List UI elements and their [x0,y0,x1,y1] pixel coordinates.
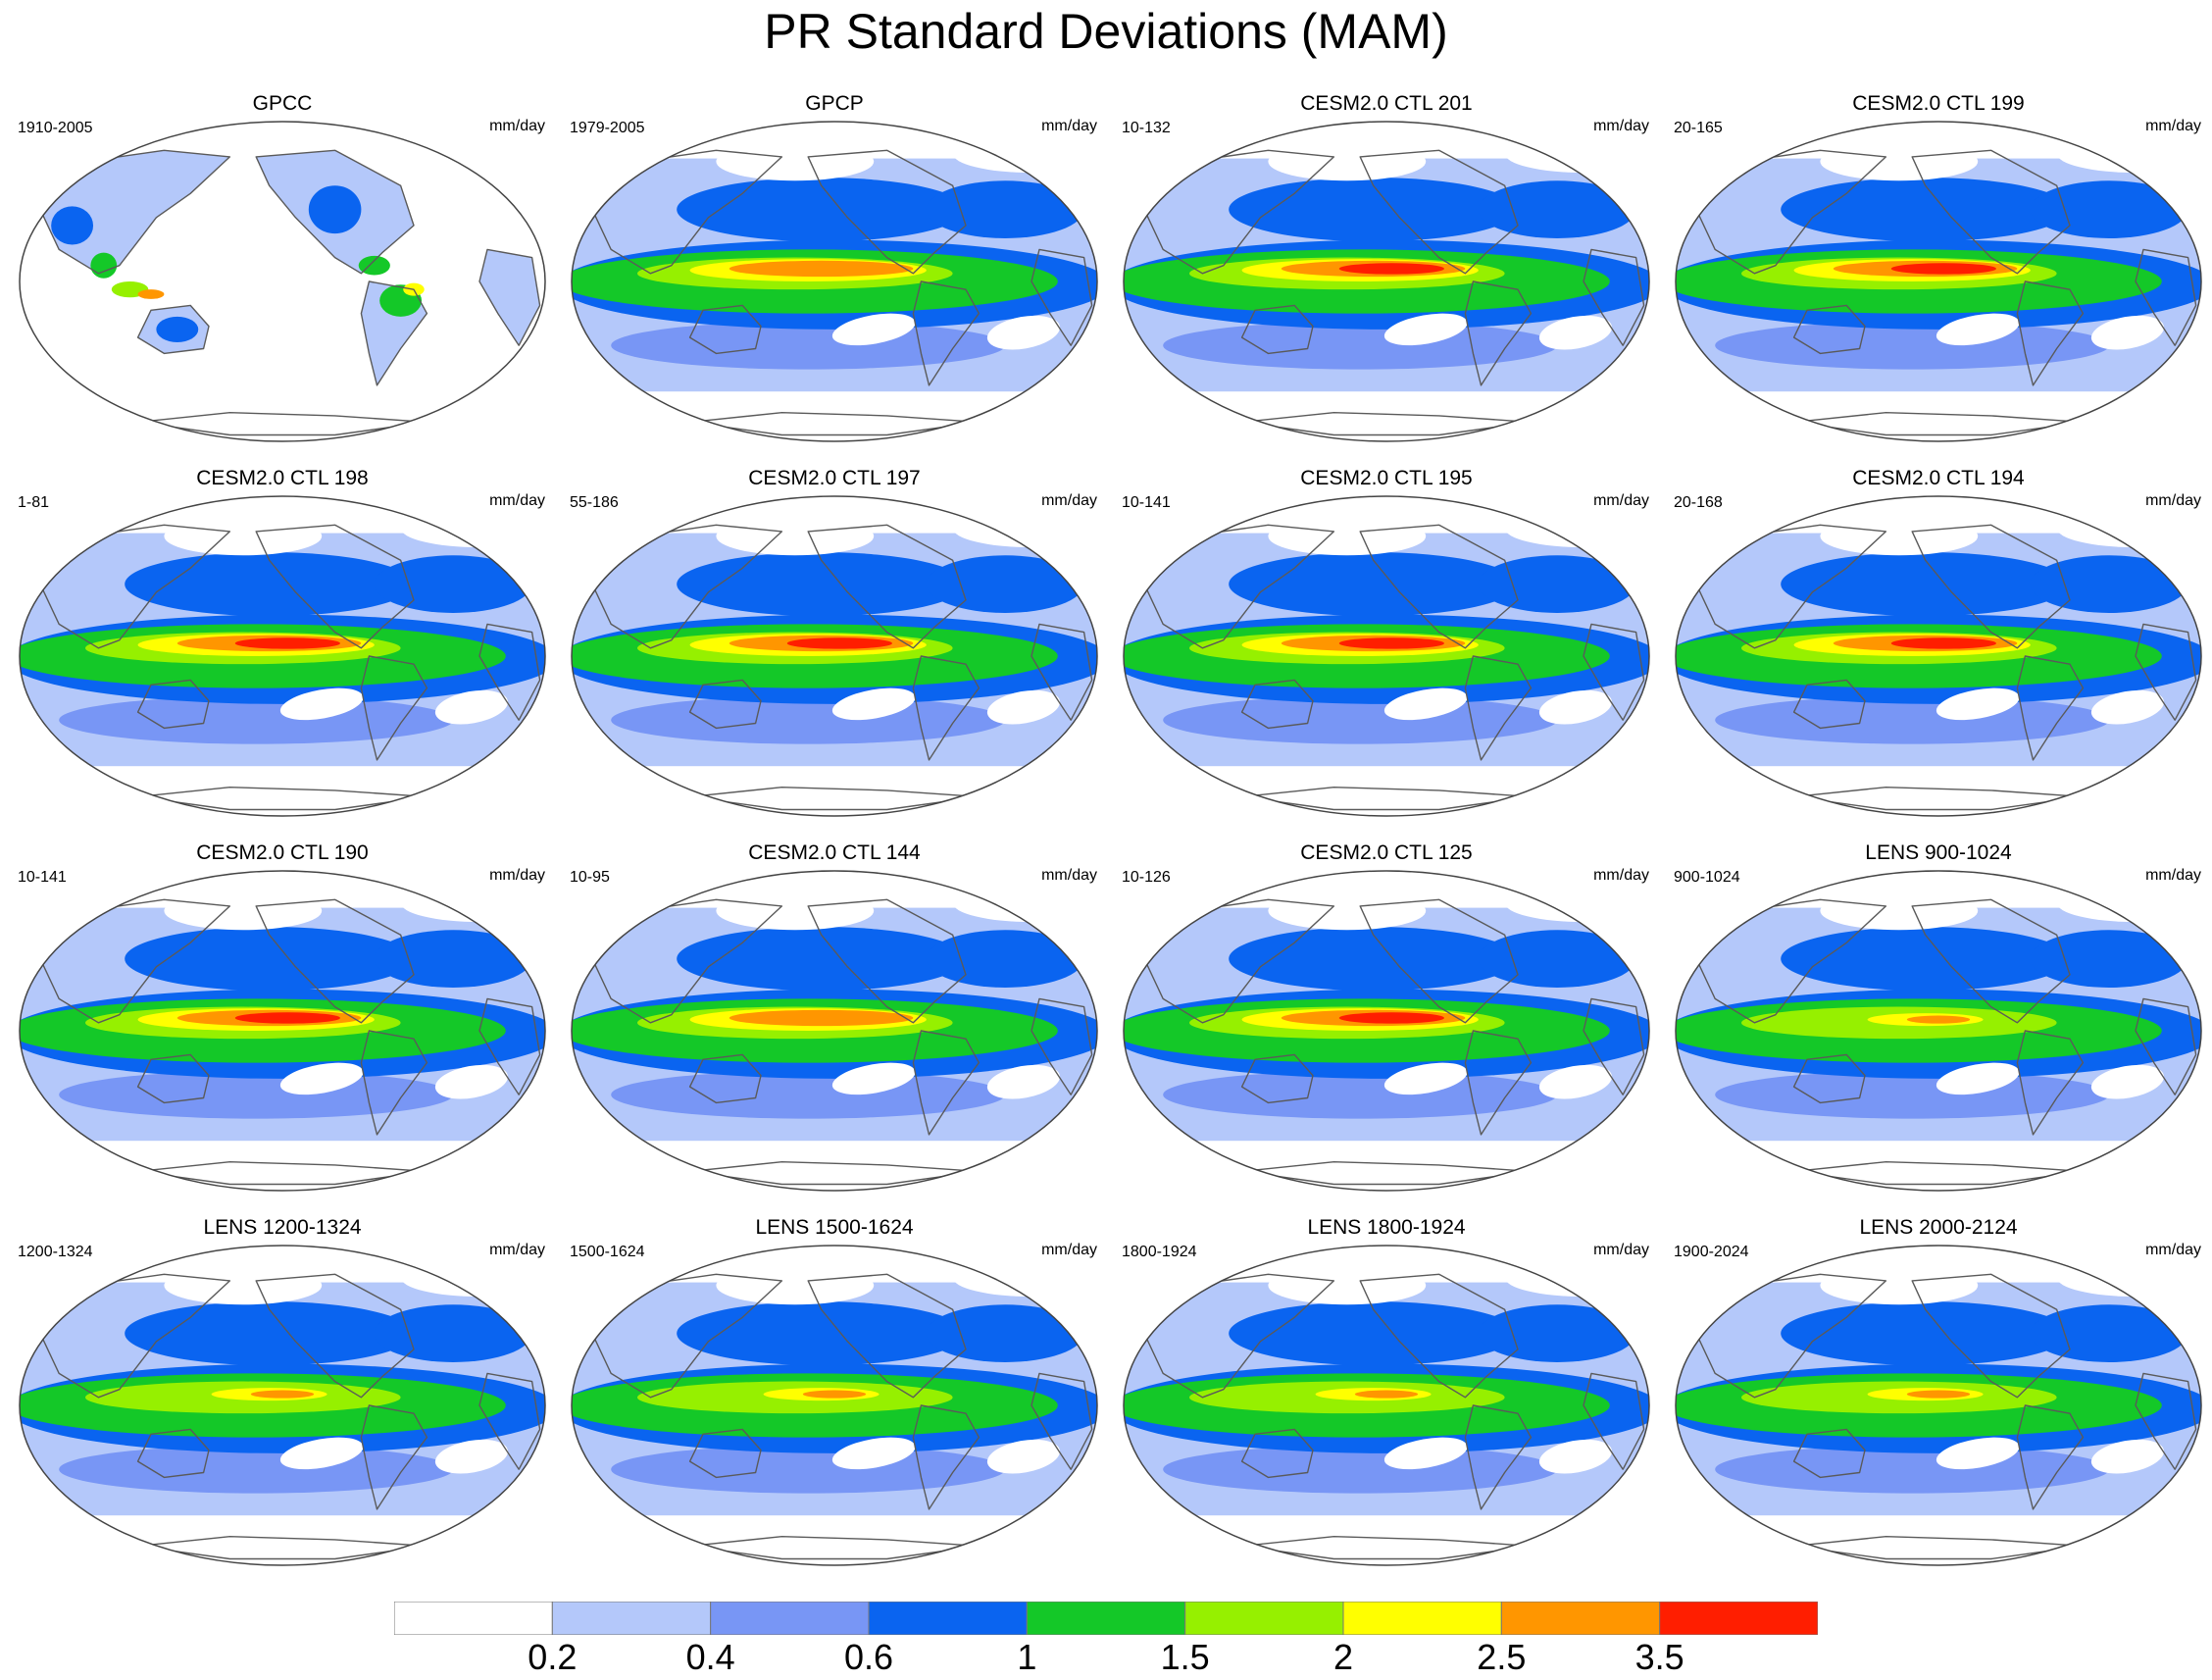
panel-title: LENS 900-1024 [1865,841,2012,864]
panel-period: 1200-1324 [18,1244,93,1260]
precip-std-map [1675,1245,2202,1566]
panel-units: mm/day [489,118,545,134]
colorbar-swatch [710,1602,870,1635]
precip-std-map [1123,870,1650,1192]
colorbar-swatch [551,1602,712,1635]
map-panel: CESM2.0 CTL 195 10-141 mm/day [1112,467,1661,841]
panel-period: 1979-2005 [570,120,645,136]
panel-period: 900-1024 [1674,869,1740,886]
figure-title: PR Standard Deviations (MAM) [764,4,1448,59]
precip-std-map [571,121,1098,442]
map-panel: LENS 1200-1324 1200-1324 mm/day [8,1216,557,1591]
panel-units: mm/day [1593,118,1649,134]
panel-units: mm/day [2145,492,2201,509]
map-panel: LENS 1800-1924 1800-1924 mm/day [1112,1216,1661,1591]
panel-period: 10-126 [1122,869,1171,886]
panel-units: mm/day [489,867,545,884]
colorbar-swatch [1500,1602,1661,1635]
map-panel: GPCC 1910-2005 mm/day [8,92,557,467]
map-panel: CESM2.0 CTL 144 10-95 mm/day [560,841,1109,1216]
panel-title: LENS 2000-2124 [1859,1216,2018,1239]
panel-units: mm/day [2145,118,2201,134]
panel-units: mm/day [1041,867,1097,884]
panel-title: LENS 1200-1324 [203,1216,362,1239]
panel-units: mm/day [2145,1242,2201,1258]
colorbar [394,1602,1818,1635]
precip-std-map [1675,870,2202,1192]
map-panel: LENS 900-1024 900-1024 mm/day [1664,841,2212,1216]
map-panel: CESM2.0 CTL 197 55-186 mm/day [560,467,1109,841]
panel-period: 20-168 [1674,494,1723,511]
map-panel: CESM2.0 CTL 199 20-165 mm/day [1664,92,2212,467]
panel-units: mm/day [1593,492,1649,509]
colorbar-swatch [394,1602,553,1635]
map-panel: CESM2.0 CTL 125 10-126 mm/day [1112,841,1661,1216]
colorbar-tick-label: 0.4 [685,1637,735,1677]
panel-title: CESM2.0 CTL 144 [748,841,921,864]
precip-std-map [1123,121,1650,442]
precip-std-map [571,1245,1098,1566]
colorbar-tick-label: 0.2 [528,1637,578,1677]
colorbar-tick-label: 1 [1017,1637,1037,1677]
precip-std-map [1123,495,1650,817]
panel-title: CESM2.0 CTL 194 [1852,467,2025,489]
panel-units: mm/day [1593,1242,1649,1258]
map-panel: GPCP 1979-2005 mm/day [560,92,1109,467]
panel-title: CESM2.0 CTL 195 [1300,467,1473,489]
map-panel: LENS 2000-2124 1900-2024 mm/day [1664,1216,2212,1591]
colorbar-swatch [868,1602,1028,1635]
precip-std-map [1675,121,2202,442]
panel-title: GPCP [805,92,864,115]
precip-std-map [19,870,546,1192]
panel-title: CESM2.0 CTL 201 [1300,92,1473,115]
panel-period: 1500-1624 [570,1244,645,1260]
precip-std-map [571,870,1098,1192]
panel-period: 55-186 [570,494,619,511]
precip-std-map [1675,495,2202,817]
panel-period: 10-132 [1122,120,1171,136]
colorbar-tick-label: 0.6 [843,1637,894,1677]
panel-units: mm/day [1041,1242,1097,1258]
panel-units: mm/day [489,1242,545,1258]
colorbar-tick-label: 3.5 [1634,1637,1684,1677]
panel-title: GPCC [252,92,313,115]
panel-period: 10-95 [570,869,610,886]
precip-std-map [19,495,546,817]
panel-title: CESM2.0 CTL 198 [196,467,369,489]
colorbar-tick-label: 1.5 [1160,1637,1210,1677]
panel-units: mm/day [1041,492,1097,509]
panel-period: 20-165 [1674,120,1723,136]
panel-units: mm/day [1041,118,1097,134]
panel-title: CESM2.0 CTL 125 [1300,841,1473,864]
colorbar-swatch [1184,1602,1344,1635]
colorbar-swatch [1659,1602,1818,1635]
map-panel: CESM2.0 CTL 194 20-168 mm/day [1664,467,2212,841]
colorbar-tick-label: 2 [1332,1637,1354,1677]
map-panel: CESM2.0 CTL 190 10-141 mm/day [8,841,557,1216]
panel-units: mm/day [2145,867,2201,884]
panel-units: mm/day [489,492,545,509]
panel-period: 10-141 [1122,494,1171,511]
panel-title: LENS 1500-1624 [755,1216,914,1239]
panel-title: CESM2.0 CTL 199 [1852,92,2025,115]
panel-period: 1910-2005 [18,120,93,136]
precip-std-map [19,121,546,442]
panel-title: LENS 1800-1924 [1307,1216,1466,1239]
map-panel: CESM2.0 CTL 201 10-132 mm/day [1112,92,1661,467]
panel-period: 1-81 [18,494,50,511]
panel-title: CESM2.0 CTL 197 [748,467,921,489]
panel-period: 10-141 [18,869,67,886]
precip-std-map [19,1245,546,1566]
colorbar-swatch [1026,1602,1186,1635]
panel-period: 1900-2024 [1674,1244,1749,1260]
map-panel: CESM2.0 CTL 198 1-81 mm/day [8,467,557,841]
colorbar-swatch [1342,1602,1502,1635]
precip-std-map [571,495,1098,817]
panel-period: 1800-1924 [1122,1244,1197,1260]
map-panel: LENS 1500-1624 1500-1624 mm/day [560,1216,1109,1591]
panel-units: mm/day [1593,867,1649,884]
colorbar-tick-label: 2.5 [1477,1637,1527,1677]
panel-title: CESM2.0 CTL 190 [196,841,369,864]
precip-std-map [1123,1245,1650,1566]
